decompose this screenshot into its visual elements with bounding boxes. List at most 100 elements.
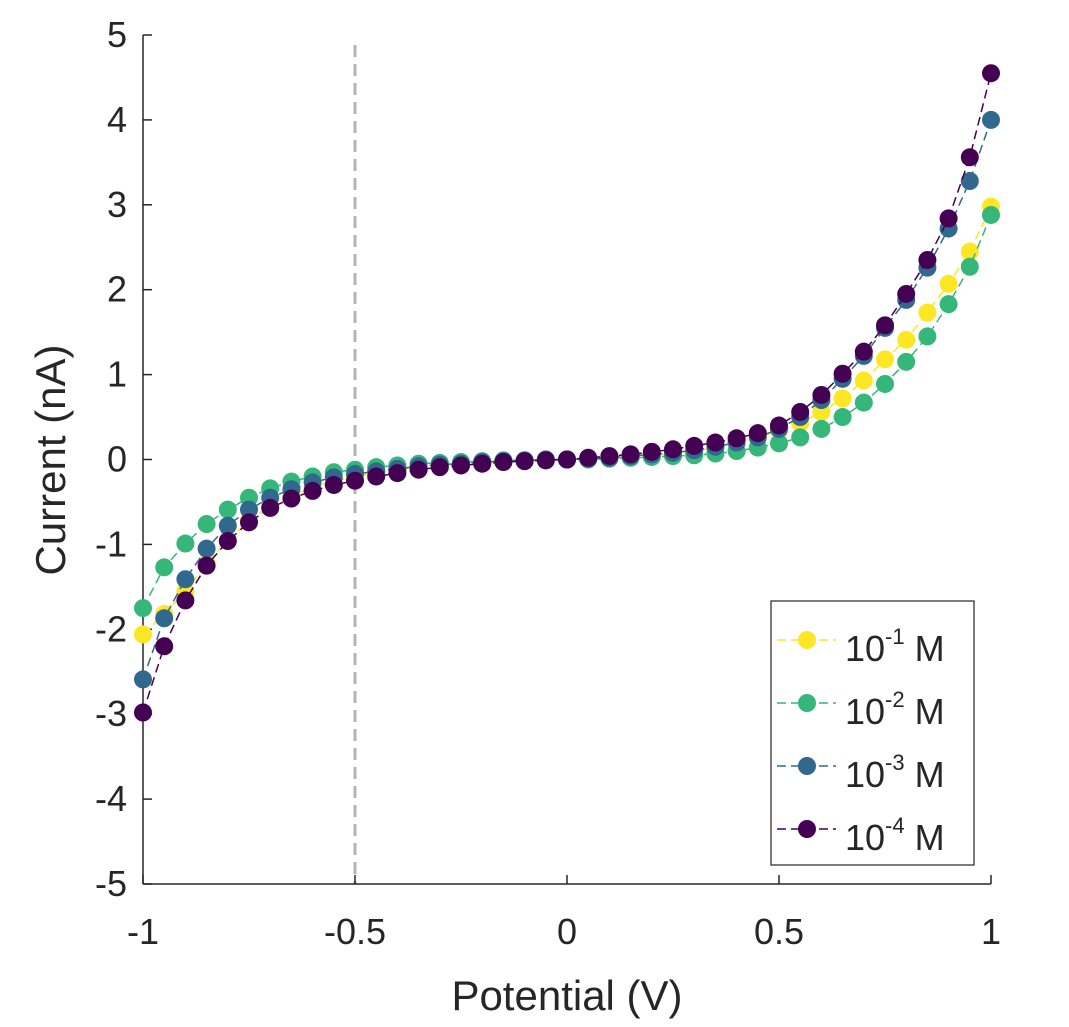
data-point	[833, 408, 852, 427]
legend-marker	[798, 694, 816, 712]
data-point	[706, 433, 725, 452]
data-point	[939, 274, 958, 293]
y-axis-title: Current (nA)	[27, 344, 74, 575]
x-tick-label: 0.5	[754, 911, 804, 952]
data-point	[218, 516, 237, 535]
data-point	[833, 364, 852, 383]
data-point	[134, 703, 152, 722]
data-point	[515, 452, 534, 471]
data-point	[664, 440, 682, 459]
y-tick-label: -3	[95, 693, 127, 734]
legend-marker	[798, 631, 816, 649]
tick-labels: -5 -4 -3 -2 -1 0 1 2 3 4 5 -1 -0.5 0 0.5 1	[95, 14, 1001, 952]
y-tick-label: -2	[95, 608, 127, 649]
data-point	[218, 532, 237, 551]
data-point	[791, 428, 810, 447]
data-point	[473, 454, 492, 473]
data-point	[897, 352, 916, 371]
data-point	[939, 209, 958, 228]
x-tick-label: -1	[127, 911, 159, 952]
legend-marker	[798, 820, 816, 838]
data-point	[155, 558, 174, 577]
data-point	[876, 350, 894, 369]
data-point	[197, 515, 216, 534]
data-point	[960, 257, 979, 276]
y-tick-label: -1	[95, 523, 127, 564]
y-tick-label: 0	[107, 439, 127, 480]
data-point	[197, 556, 216, 575]
data-point	[134, 670, 152, 689]
y-tick-label: 3	[107, 184, 127, 225]
data-point	[621, 445, 640, 464]
data-point	[324, 475, 343, 494]
data-point	[918, 250, 937, 269]
data-point	[155, 637, 174, 656]
data-point	[134, 625, 152, 644]
data-point	[960, 172, 979, 191]
data-point	[600, 447, 619, 466]
legend-marker	[798, 757, 816, 775]
legend-label: 10-3 M	[845, 750, 945, 795]
data-point	[685, 436, 704, 455]
data-point	[388, 464, 407, 483]
data-point	[218, 500, 237, 519]
data-point	[854, 371, 873, 390]
data-point	[240, 500, 258, 519]
data-point	[367, 467, 386, 486]
data-point	[748, 424, 767, 443]
data-point	[261, 498, 280, 517]
y-tick-label: -4	[95, 778, 127, 819]
data-point	[430, 458, 449, 477]
data-point	[982, 205, 1000, 224]
data-point	[897, 330, 916, 349]
data-point	[176, 591, 195, 610]
y-tick-label: 1	[107, 354, 127, 395]
x-tick-label: 1	[981, 911, 1001, 952]
data-point	[770, 434, 788, 453]
data-point	[579, 448, 598, 467]
data-point	[791, 402, 810, 421]
series-layer	[134, 64, 1000, 722]
legend-label: 10-1 M	[845, 624, 945, 669]
legend-item-3: 10-3 M	[777, 750, 945, 795]
y-tick-label: 2	[107, 269, 127, 310]
data-point	[854, 342, 873, 361]
data-point	[854, 393, 873, 412]
y-tick-label: -5	[95, 863, 127, 904]
legend: 10-1 M 10-2 M 10-3 M 10-4 M	[770, 600, 975, 866]
data-point	[558, 450, 576, 469]
data-point	[176, 534, 195, 553]
x-tick-label: 0	[557, 911, 577, 952]
data-point	[176, 570, 195, 589]
data-point	[833, 389, 852, 408]
data-point	[346, 471, 364, 490]
series-4	[134, 64, 1000, 722]
data-point	[982, 110, 1000, 129]
data-point	[197, 539, 216, 558]
data-point	[812, 385, 831, 404]
data-point	[727, 429, 746, 448]
data-point	[897, 284, 916, 303]
data-point	[282, 489, 301, 508]
data-point	[939, 295, 958, 314]
legend-label: 10-2 M	[845, 687, 945, 732]
legend-item-2: 10-2 M	[777, 687, 945, 732]
data-point	[642, 442, 661, 461]
data-point	[494, 453, 513, 472]
data-point	[134, 599, 152, 618]
legend-label: 10-4 M	[845, 813, 945, 858]
data-point	[876, 374, 894, 393]
data-point	[812, 419, 831, 438]
data-point	[240, 513, 258, 532]
data-point	[155, 609, 174, 628]
legend-item-4: 10-4 M	[777, 813, 945, 858]
data-point	[960, 148, 979, 167]
data-point	[982, 64, 1000, 83]
y-tick-label: 4	[107, 99, 127, 140]
data-point	[303, 481, 322, 500]
data-point	[876, 316, 894, 335]
data-point	[536, 451, 555, 470]
data-point	[918, 327, 937, 346]
data-point	[409, 460, 428, 479]
